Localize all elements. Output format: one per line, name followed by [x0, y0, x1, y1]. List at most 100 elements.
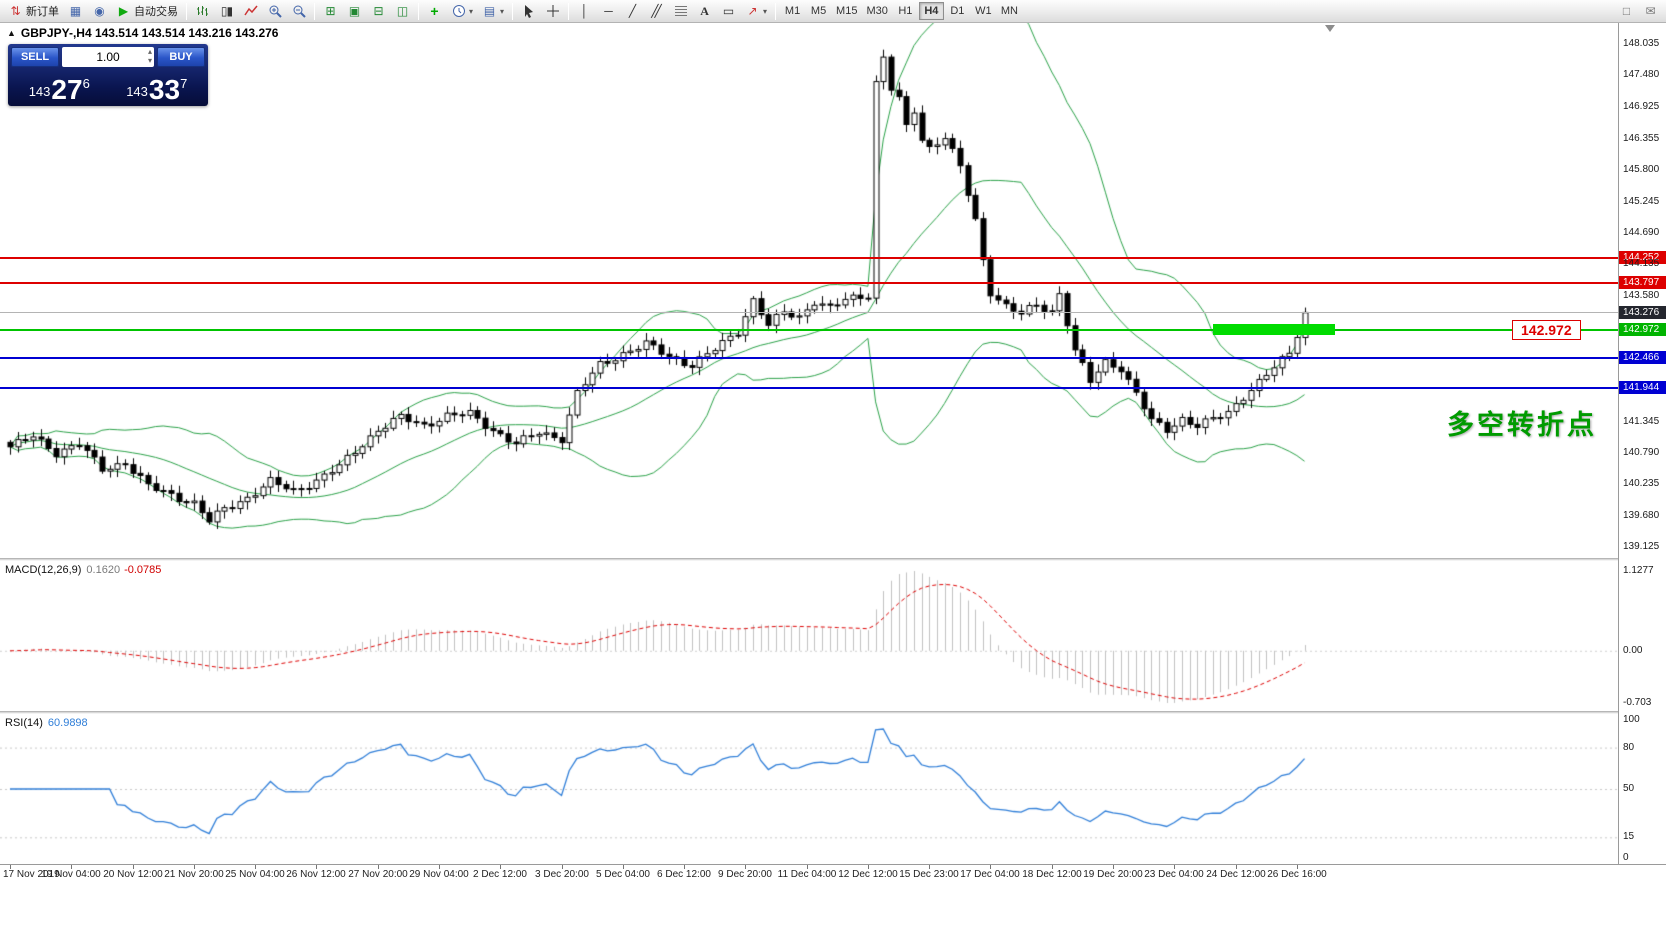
- highlight-rectangle-object[interactable]: [1213, 324, 1335, 336]
- macd-label: MACD(12,26,9) 0.1620 -0.0785: [5, 564, 161, 576]
- timeframe-button-mn[interactable]: MN: [1000, 5, 1018, 17]
- buy-button[interactable]: BUY: [157, 47, 205, 67]
- time-label: 3 Dec 20:00: [535, 869, 589, 880]
- autotrading-button[interactable]: ▶ 自动交易: [112, 1, 182, 21]
- zoom-in-button[interactable]: [263, 1, 286, 21]
- time-tick: [868, 865, 869, 869]
- price-tick-label: 139.680: [1623, 509, 1660, 521]
- horizontal-line-object[interactable]: [0, 328, 1618, 331]
- timeframe-button-m5[interactable]: M5: [810, 5, 827, 17]
- pane-separator[interactable]: [0, 558, 1666, 561]
- macd-scale-label: 0.00: [1623, 644, 1643, 656]
- volume-spinner: ▴ ▾: [148, 48, 152, 66]
- price-scale[interactable]: 144.252 143.797 143.276 142.972 142.466 141.9…: [1618, 23, 1666, 864]
- macd-scale-label: -0.703: [1623, 697, 1652, 708]
- time-label: 18 Dec 12:00: [1022, 869, 1082, 880]
- time-label: 11 Dec 04:00: [777, 869, 837, 880]
- time-label: 25 Nov 04:00: [225, 869, 285, 880]
- charts-button[interactable]: ▦: [64, 1, 87, 21]
- indicators-button[interactable]: +: [423, 1, 446, 21]
- volume-down-button[interactable]: ▾: [147, 56, 152, 65]
- time-axis[interactable]: 17 Nov 2019 19 Nov 04:00 20 Nov 12:00 21 No…: [0, 864, 1666, 949]
- time-tick: [1297, 865, 1298, 869]
- window-button-1[interactable]: □: [1615, 1, 1638, 21]
- rsi-scale-label: 100: [1623, 714, 1640, 725]
- price-level-label[interactable]: 142.972: [1512, 319, 1581, 340]
- volume-input[interactable]: [62, 48, 154, 66]
- text-button[interactable]: A: [693, 1, 716, 21]
- main-toolbar: ⇅ 新订单 ▦ ◉ ▶ 自动交易 ▯▮ ⊞ ▣ ⊟ ◫ + ▾ ▤ ▾ │ ─ ╱ ╱╱ A ▭ ↗ ▾ M1 M5 M15 M30…: [0, 0, 1666, 23]
- sell-button[interactable]: SELL: [11, 47, 59, 67]
- horizontal-line-object[interactable]: [0, 357, 1618, 360]
- channel-button[interactable]: ╱╱: [645, 1, 668, 21]
- time-label: 15 Dec 23:00: [899, 869, 959, 880]
- timeframe-button-d1[interactable]: D1: [950, 5, 965, 17]
- buy-price: 143 33 7: [111, 76, 204, 104]
- tile-vertical-icon: ◫: [396, 4, 409, 18]
- autotrading-play-icon: ▶: [118, 4, 129, 18]
- profiles-button[interactable]: ◉: [88, 1, 111, 21]
- chevron-down-icon: ▾: [469, 6, 474, 16]
- mail-icon: ✉: [1645, 4, 1656, 18]
- tile-vertical-button[interactable]: ◫: [391, 1, 414, 21]
- timeframe-button-m15[interactable]: M15: [836, 5, 858, 17]
- chart-title: GBPJPY-,H4 143.514 143.514 143.216 143.2…: [20, 26, 279, 40]
- tile-windows-button[interactable]: ⊞: [319, 1, 342, 21]
- pane-separator[interactable]: [0, 711, 1666, 714]
- zoom-out-button[interactable]: [287, 1, 310, 21]
- chevron-down-icon: ▾: [763, 6, 768, 16]
- tile-horizontal-button[interactable]: ⊟: [367, 1, 390, 21]
- new-order-button[interactable]: ⇅ 新订单: [4, 1, 63, 21]
- rsi-indicator-pane: RSI(14) 60.9898: [0, 714, 1618, 864]
- rsi-scale-label: 0: [1623, 852, 1629, 863]
- time-tick: [378, 865, 379, 869]
- bar-chart-button[interactable]: [191, 1, 214, 21]
- fibonacci-button[interactable]: [669, 1, 692, 21]
- sell-price-sup: 6: [82, 76, 90, 91]
- line-chart-button[interactable]: [239, 1, 262, 21]
- vertical-line-icon: │: [580, 4, 589, 18]
- templates-button[interactable]: ▤ ▾: [478, 1, 508, 21]
- macd-canvas[interactable]: [0, 561, 1618, 711]
- macd-indicator-pane: MACD(12,26,9) 0.1620 -0.0785: [0, 561, 1618, 711]
- cursor-button[interactable]: [517, 1, 540, 21]
- macd-value-signal: -0.0785: [124, 564, 162, 576]
- timeframe-button-h1[interactable]: H1: [898, 5, 913, 17]
- price-badge: 142.972: [1619, 322, 1666, 336]
- timeframe-button-m30[interactable]: M30: [866, 5, 888, 17]
- label-button[interactable]: ▭: [717, 1, 740, 21]
- bid-price-line: [0, 312, 1618, 314]
- sell-price: 143 27 6: [13, 76, 106, 104]
- horizontal-line-object[interactable]: [0, 386, 1618, 389]
- label-icon: ▭: [722, 4, 735, 18]
- vertical-line-button[interactable]: │: [573, 1, 596, 21]
- time-tick: [10, 865, 11, 869]
- horizontal-line-object[interactable]: [0, 256, 1618, 259]
- rsi-canvas[interactable]: [0, 714, 1618, 864]
- main-chart-canvas[interactable]: [0, 23, 1618, 558]
- window-button-2[interactable]: ✉: [1639, 1, 1662, 21]
- timeframe-button-h4[interactable]: H4: [918, 2, 944, 20]
- time-label: 29 Nov 04:00: [409, 869, 469, 880]
- cascade-button[interactable]: ▣: [343, 1, 366, 21]
- timeframe-button-m1[interactable]: M1: [784, 5, 801, 17]
- toolbar-separator: [314, 2, 315, 20]
- one-click-collapse-button[interactable]: ▲: [7, 28, 16, 38]
- horizontal-line-button[interactable]: ─: [597, 1, 620, 21]
- arrows-button[interactable]: ↗ ▾: [741, 1, 771, 21]
- bid-ask-display: 143 27 6 143 33 7: [11, 67, 205, 104]
- time-label: 19 Dec 20:00: [1083, 869, 1143, 880]
- crosshair-button[interactable]: [541, 1, 564, 21]
- trendline-button[interactable]: ╱: [621, 1, 644, 21]
- price-badge: 143.797: [1619, 276, 1666, 290]
- chevron-down-icon: ▾: [500, 6, 505, 16]
- time-tick: [990, 865, 991, 869]
- turning-point-label[interactable]: 多空转折点: [1447, 410, 1597, 440]
- horizontal-line-object[interactable]: [0, 282, 1618, 285]
- time-tick: [929, 865, 930, 869]
- timeframe-button-w1[interactable]: W1: [975, 5, 992, 17]
- candlestick-button[interactable]: ▯▮: [215, 1, 238, 21]
- volume-up-button[interactable]: ▴: [147, 47, 152, 56]
- periods-button[interactable]: ▾: [447, 1, 477, 21]
- chart-shift-marker[interactable]: [1325, 25, 1335, 32]
